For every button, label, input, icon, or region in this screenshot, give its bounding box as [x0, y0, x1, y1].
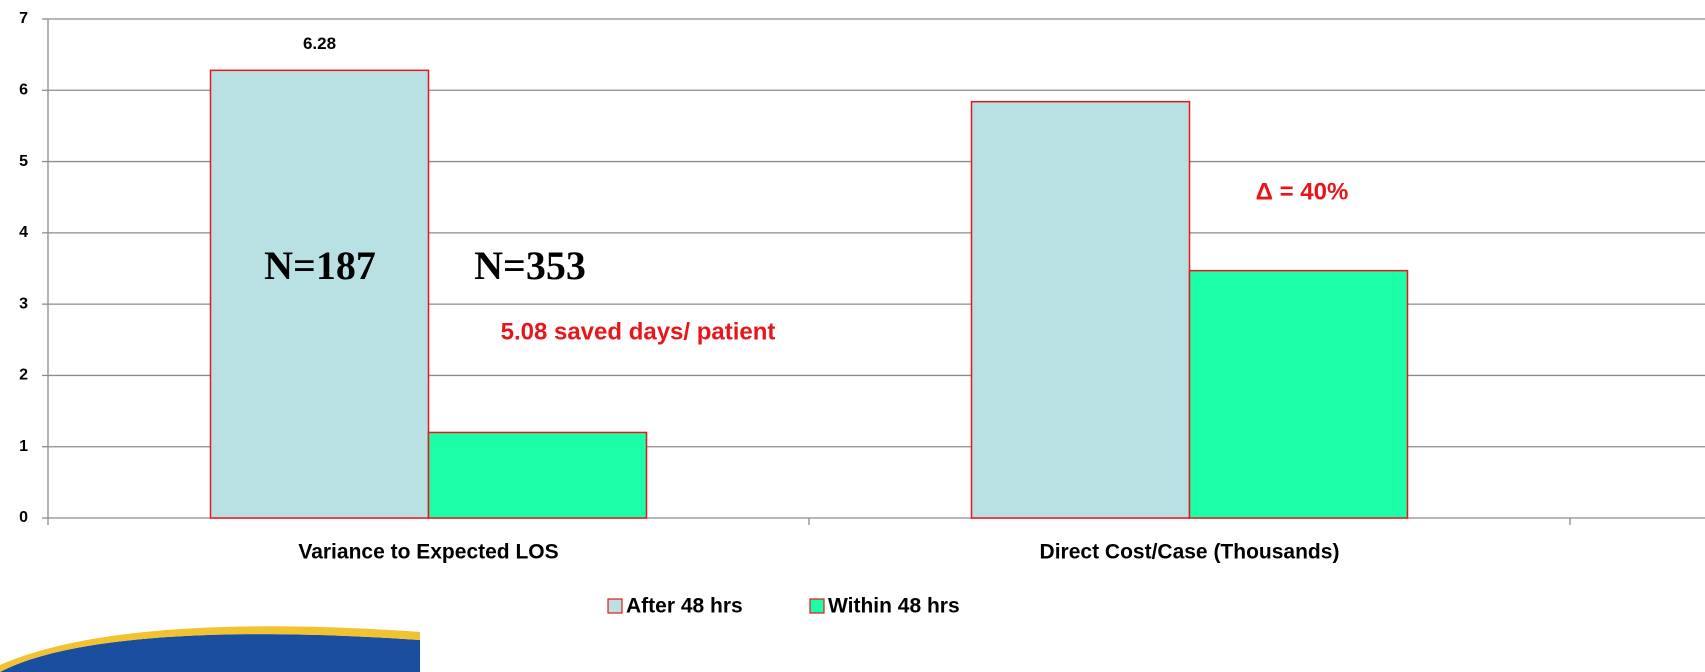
legend-swatch — [608, 599, 622, 613]
legend-label: Within 48 hrs — [828, 595, 960, 618]
bar — [972, 102, 1190, 518]
bar — [429, 432, 647, 518]
bar — [1190, 271, 1408, 518]
annotation: N=353 — [474, 243, 586, 288]
y-tick-label: 4 — [19, 224, 28, 241]
y-tick-label: 6 — [19, 82, 28, 99]
y-tick-label: 1 — [19, 438, 28, 455]
logo-arc — [0, 634, 420, 672]
y-tick-label: 3 — [19, 295, 28, 312]
y-tick-label: 7 — [19, 10, 28, 27]
chart: 0 1 2 3 4 5 6 7 Variance to Expected LOS 6.28 Dire… — [0, 0, 1705, 672]
annotation: 5.08 saved days/ patient — [501, 318, 776, 345]
logo — [0, 626, 420, 672]
y-tick-label: 0 — [19, 509, 28, 526]
legend-swatch — [810, 599, 824, 613]
x-tick-label: Direct Cost/Case (Thousands) — [1040, 541, 1340, 564]
annotation: N=187 — [264, 243, 376, 288]
bar — [211, 70, 429, 518]
data-label: 6.28 — [303, 34, 336, 53]
legend-label: After 48 hrs — [626, 595, 743, 618]
y-tick-label: 2 — [19, 367, 28, 384]
annotation: Δ = 40% — [1256, 178, 1349, 205]
y-tick-label: 5 — [19, 153, 28, 170]
x-tick-label: Variance to Expected LOS — [298, 541, 558, 564]
